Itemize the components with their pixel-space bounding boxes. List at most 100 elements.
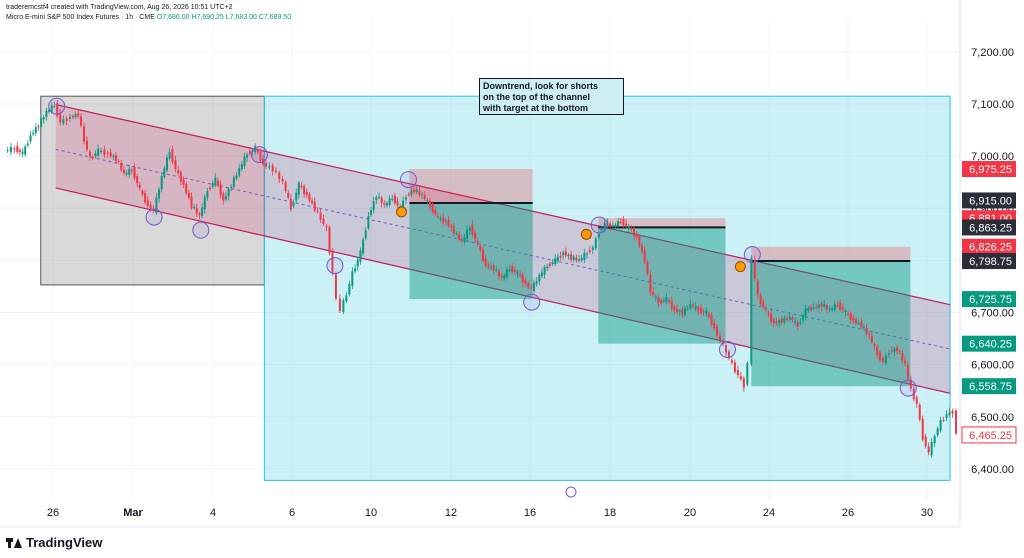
candle-body (319, 212, 322, 220)
candle-body (141, 191, 144, 195)
candle-body (404, 197, 407, 200)
candle-body (796, 321, 799, 327)
price-label-bg (962, 161, 1016, 178)
candle-body (53, 106, 56, 108)
candle-body (681, 309, 684, 315)
candle-body (676, 308, 679, 312)
candle-body (719, 335, 722, 341)
x-axis: 26 Mar 4 6 10 12 16 18 20 24 26 30 (47, 486, 933, 519)
candle-body (630, 229, 633, 231)
candle-body (393, 195, 396, 204)
candle-body (694, 306, 697, 309)
candle-body (554, 258, 557, 265)
symbol-label: Micro E-mini S&P 500 Index Futures · 1h … (6, 14, 155, 21)
candle-body (801, 315, 804, 321)
candle-body (833, 304, 836, 311)
candle-body (460, 239, 463, 242)
touch-circle (326, 257, 344, 275)
candle-body (538, 274, 541, 282)
channel-lower-line (55, 187, 951, 394)
candle-body (474, 232, 477, 239)
candle-body (611, 225, 614, 227)
candle-body (24, 146, 27, 155)
candle-body (295, 192, 298, 201)
candle-body (791, 317, 794, 321)
footer-brand[interactable]: TradingView (6, 535, 102, 550)
candle-body (508, 269, 511, 271)
candle-body (652, 291, 655, 296)
candle-body (16, 146, 19, 153)
candle-body (484, 258, 487, 266)
candle-body (635, 233, 638, 237)
candle-body (730, 360, 733, 363)
candle-body (939, 419, 942, 431)
candle-body (533, 282, 536, 292)
candle-body (367, 216, 370, 229)
candle-body (174, 160, 177, 170)
marker-face (580, 228, 592, 240)
candle-body (896, 347, 899, 352)
candle-body (750, 258, 753, 365)
candle-body (281, 178, 284, 182)
brand-name: TradingView (26, 535, 103, 550)
touch-points (48, 97, 917, 397)
candle-body (85, 140, 88, 150)
candle-body (670, 300, 673, 309)
candle-body (778, 320, 781, 324)
candle-body (316, 210, 319, 212)
candle-body (292, 202, 295, 207)
candle-body (516, 271, 519, 274)
candle-body (812, 307, 815, 309)
candle-body (211, 183, 214, 187)
annotation-note[interactable]: Downtrend, look for shorts on the top of… (479, 78, 624, 115)
candle-body (942, 419, 945, 421)
candle-body (873, 344, 876, 347)
candle-body (505, 269, 508, 278)
candle-body (482, 249, 484, 261)
candle-body (759, 294, 762, 305)
candle-body (246, 154, 249, 158)
candle-body (359, 250, 362, 262)
candle-body (820, 303, 823, 307)
candle-body (716, 327, 719, 336)
candle-body (418, 190, 421, 195)
candle-body (385, 203, 388, 206)
candle-body (901, 353, 904, 361)
candle-body (37, 126, 40, 128)
x-tick-label: 12 (445, 507, 457, 519)
candle-body (705, 310, 708, 314)
candle-body (219, 184, 222, 196)
candle-body (649, 274, 652, 293)
candle-body (243, 156, 246, 167)
candle-body (198, 213, 201, 216)
candle-body (521, 274, 524, 283)
grid (0, 0, 961, 528)
candle-body (828, 308, 831, 310)
candle-body (471, 224, 474, 235)
channel-upper-line (55, 103, 951, 306)
candle-body (6, 150, 9, 152)
candle-body (662, 300, 665, 302)
candle-body (300, 185, 303, 188)
y-tick-label: 7,100.00 (971, 99, 1014, 111)
candle-body (171, 148, 174, 163)
candle-body (809, 306, 812, 311)
candle-body (852, 317, 855, 321)
candle-body (426, 200, 429, 202)
candle-body (724, 345, 727, 353)
candle-body (284, 182, 287, 191)
x-tick-label: 4 (210, 507, 216, 519)
candle-body (535, 281, 538, 284)
candle-body (678, 310, 681, 312)
candle-body (21, 151, 24, 154)
candle-body (767, 313, 770, 315)
candle-body (762, 302, 765, 308)
candle-body (256, 149, 259, 153)
candle-body (570, 253, 573, 260)
candle-body (278, 172, 281, 179)
candle-body (362, 239, 365, 254)
candle-body (881, 358, 884, 363)
short-positions (409, 169, 911, 387)
candle-body (909, 379, 912, 389)
